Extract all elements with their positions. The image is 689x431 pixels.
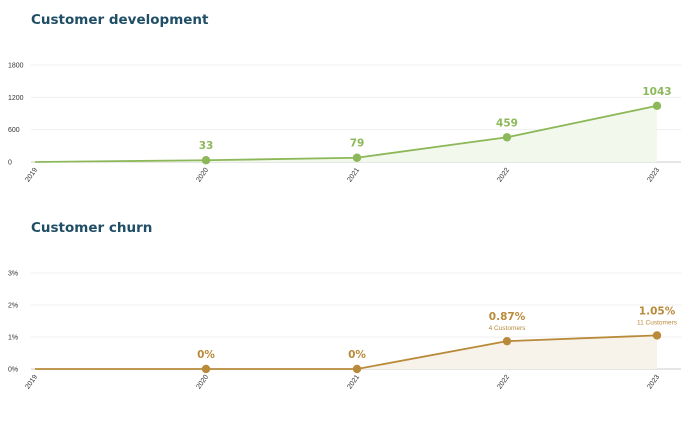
chart1-data-label: 459 [496, 117, 518, 129]
chart1-data-point [352, 153, 362, 162]
chart1-x-tick-label: 2020 [195, 167, 210, 184]
chart2-y-tick-label: 3% [8, 271, 18, 278]
chart1-data-point [201, 156, 211, 165]
chart1-x-tick-label: 2023 [646, 167, 661, 184]
chart2-data-point [352, 364, 362, 374]
chart2-x-tick-label: 2023 [646, 374, 661, 391]
chart2-x-tick-label: 2021 [346, 374, 361, 391]
chart1-data-point [652, 101, 662, 110]
chart2-y-tick-label: 2% [8, 303, 18, 310]
chart2-data-label: 0% [197, 349, 215, 361]
chart1-data-label: 1043 [642, 86, 671, 98]
chart1-data-point [502, 133, 512, 142]
chart2-data-sublabel: 4 Customers [489, 325, 527, 332]
chart-title-customer-development: Customer development [31, 12, 209, 28]
chart2-x-tick-label: 2020 [195, 374, 210, 391]
chart1-y-tick-label: 0 [8, 160, 12, 167]
chart2-y-tick-label: 0% [8, 367, 18, 374]
chart2-data-point [201, 364, 211, 374]
chart1-data-label: 79 [350, 138, 365, 150]
chart2-data-label: 1.05% [639, 305, 676, 317]
chart1-x-tick-label: 2022 [496, 167, 511, 184]
chart2-data-label: 0.87% [489, 311, 526, 323]
chart2-data-point [652, 331, 662, 340]
chart2-data-sublabel: 11 Customers [637, 319, 678, 326]
chart1-y-tick-label: 600 [8, 127, 20, 134]
chart2-x-tick-label: 2019 [24, 374, 39, 391]
chart2-data-label: 0% [348, 349, 366, 361]
chart1-x-tick-label: 2021 [346, 167, 361, 184]
chart2-x-tick-label: 2022 [496, 374, 511, 391]
chart2-y-tick-label: 1% [8, 335, 18, 342]
chart1-x-tick-label: 2019 [24, 167, 39, 184]
chart2-area [35, 335, 657, 369]
chart1-y-tick-label: 1800 [8, 63, 24, 70]
chart2-data-point [502, 336, 512, 346]
chart1-data-label: 33 [199, 140, 214, 152]
chart1-area [35, 105, 657, 162]
chart1-y-tick-label: 1200 [8, 95, 24, 102]
chart-title-customer-churn: Customer churn [31, 220, 153, 236]
